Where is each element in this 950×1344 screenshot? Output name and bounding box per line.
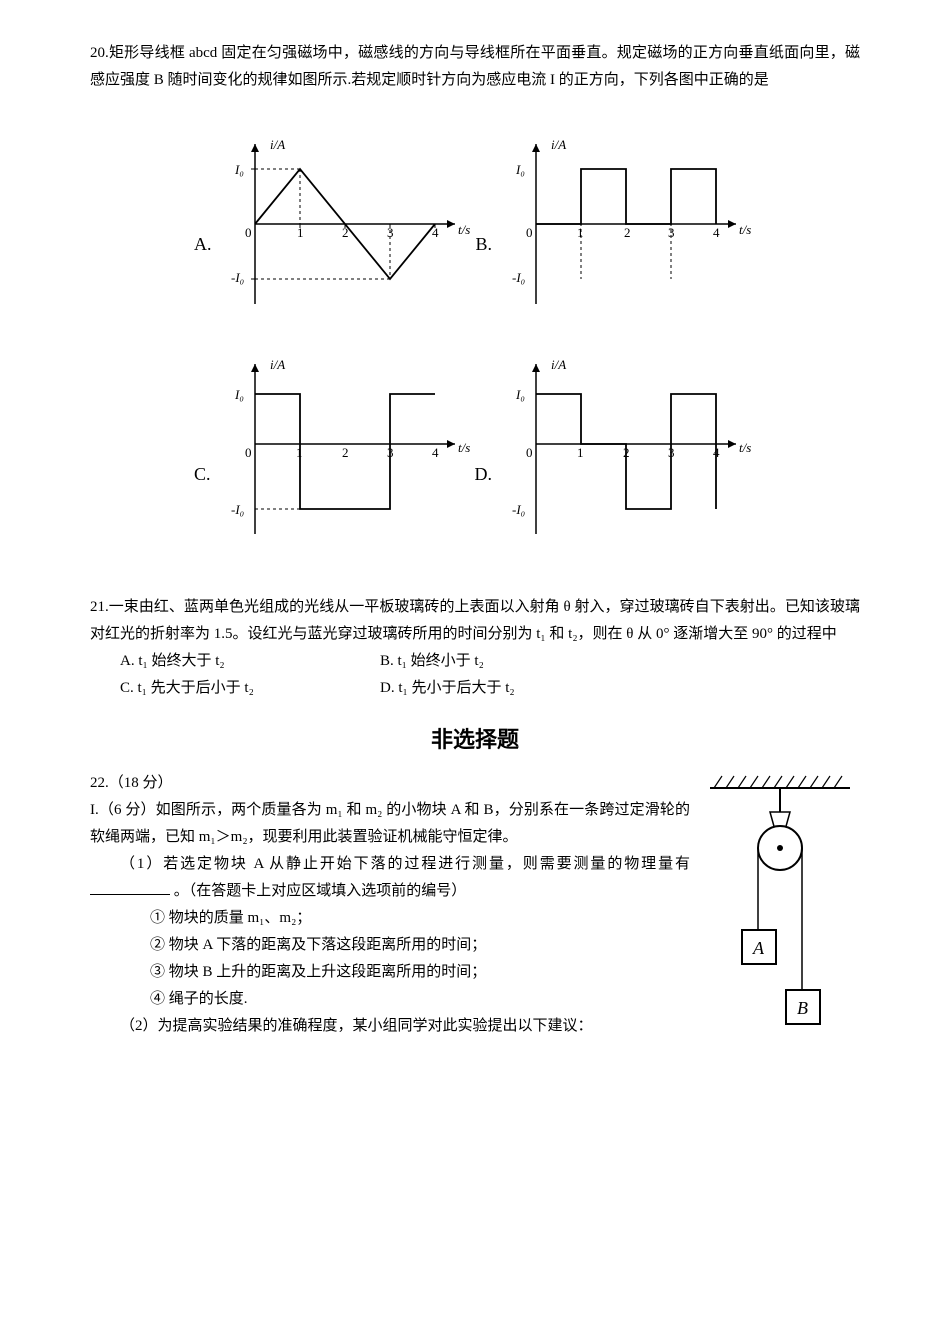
q22-opt2: ② 物块 A 下落的距离及下落这段距离所用的时间； [150,932,690,959]
svg-text:0: 0 [245,225,252,240]
svg-text:1: 1 [577,445,584,460]
svg-text:-I₀: -I₀ [231,270,244,285]
svg-text:t/s: t/s [458,222,470,237]
q21-body: 一束由红、蓝两单色光组成的光线从一平板玻璃砖的上表面以入射角 θ 射入，穿过玻璃… [90,599,860,642]
q20-number: 20. [90,45,109,61]
q22-points: （18 分） [109,775,173,791]
graph-B: i/A t/s 0 1 2 3 4 I₀ -I₀ [496,124,756,324]
q22-part1: I.（6 分）如图所示，两个质量各为 m₁ 和 m₂ 的小物块 A 和 B，分别… [90,797,690,851]
q22-text-column: 22.（18 分） I.（6 分）如图所示，两个质量各为 m₁ 和 m₂ 的小物… [90,770,690,1040]
svg-text:4: 4 [713,225,720,240]
q21-option-D: D. t₁ 先小于后大于 t₂ [380,675,640,702]
svg-text:1: 1 [577,225,584,240]
q21-option-C: C. t₁ 先大于后小于 t₂ [120,675,380,702]
graph-D: i/A t/s 0 1 2 3 4 I₀ -I₀ [496,344,756,564]
blank-fill [90,879,170,895]
q20-row-1: A. i/A t/s 0 1 2 3 4 I₀ -I₀ [194,124,756,324]
q20-body: 矩形导线框 abcd 固定在匀强磁场中，磁感线的方向与导线框所在平面垂直。规定磁… [90,45,860,88]
graph-label-D: D. [475,458,493,490]
q22-layout: 22.（18 分） I.（6 分）如图所示，两个质量各为 m₁ 和 m₂ 的小物… [90,770,860,1050]
q22-number: 22. [90,775,109,791]
svg-text:2: 2 [342,445,349,460]
q20-row-2: C. i/A t/s 0 1 2 3 4 I₀ -I₀ D. [194,344,756,564]
svg-text:I₀: I₀ [515,387,525,402]
svg-text:-I₀: -I₀ [512,270,525,285]
svg-text:i/A: i/A [270,357,285,372]
q21-option-B: B. t₁ 始终小于 t₂ [380,648,640,675]
svg-text:t/s: t/s [739,440,751,455]
svg-text:t/s: t/s [458,440,470,455]
q22-part1-text: 如图所示，两个质量各为 m₁ 和 m₂ 的小物块 A 和 B，分别系在一条跨过定… [90,802,690,845]
graph-label-A: A. [194,228,212,260]
svg-text:4: 4 [432,445,439,460]
q22-sub1-text: （1）若选定物块 A 从静止开始下落的过程进行测量，则需要测量的物理量有 [120,856,690,872]
graph-label-C: C. [194,458,211,490]
q22-opt3: ③ 物块 B 上升的距离及上升这段距离所用的时间； [150,959,690,986]
svg-text:0: 0 [245,445,252,460]
svg-text:I₀: I₀ [234,387,244,402]
q20-text: 20.矩形导线框 abcd 固定在匀强磁场中，磁感线的方向与导线框所在平面垂直。… [90,40,860,94]
q21-number: 21. [90,599,109,615]
q21-options-row2: C. t₁ 先大于后小于 t₂ D. t₁ 先小于后大于 t₂ [120,675,860,702]
graph-C: i/A t/s 0 1 2 3 4 I₀ -I₀ [215,344,475,564]
svg-text:t/s: t/s [739,222,751,237]
q20-figure-block: A. i/A t/s 0 1 2 3 4 I₀ -I₀ [90,114,860,574]
svg-text:I₀: I₀ [515,162,525,177]
q22-sub1-tail: 。（在答题卡上对应区域填入选项前的编号） [170,883,466,899]
block-B-label: B [797,998,808,1018]
svg-text:i/A: i/A [551,357,566,372]
q22-opt4: ④ 绳子的长度. [150,986,690,1013]
section-title: 非选择题 [90,720,860,760]
svg-text:i/A: i/A [551,137,566,152]
svg-text:0: 0 [526,225,533,240]
q22-opt1: ① 物块的质量 m₁、m₂； [150,905,690,932]
q22-figure: A B [700,770,860,1050]
block-A-label: A [752,938,765,958]
svg-text:I₀: I₀ [234,162,244,177]
graph-label-B: B. [475,228,492,260]
q21-option-A: A. t₁ 始终大于 t₂ [120,648,380,675]
pulley-diagram: A B [700,770,860,1050]
svg-text:i/A: i/A [270,137,285,152]
q21-options-row1: A. t₁ 始终大于 t₂ B. t₁ 始终小于 t₂ [120,648,860,675]
q21-text: 21.一束由红、蓝两单色光组成的光线从一平板玻璃砖的上表面以入射角 θ 射入，穿… [90,594,860,648]
svg-text:-I₀: -I₀ [512,502,525,517]
q22-part1-label: I.（6 分） [90,802,156,818]
svg-text:0: 0 [526,445,533,460]
graph-A: i/A t/s 0 1 2 3 4 I₀ -I₀ [215,124,475,324]
svg-text:-I₀: -I₀ [231,502,244,517]
q22-sub2: （2）为提高实验结果的准确程度，某小组同学对此实验提出以下建议： [90,1013,690,1040]
q22-sub1: （1）若选定物块 A 从静止开始下落的过程进行测量，则需要测量的物理量有 。（在… [90,851,690,905]
q22-header: 22.（18 分） [90,770,690,797]
svg-text:2: 2 [624,225,631,240]
